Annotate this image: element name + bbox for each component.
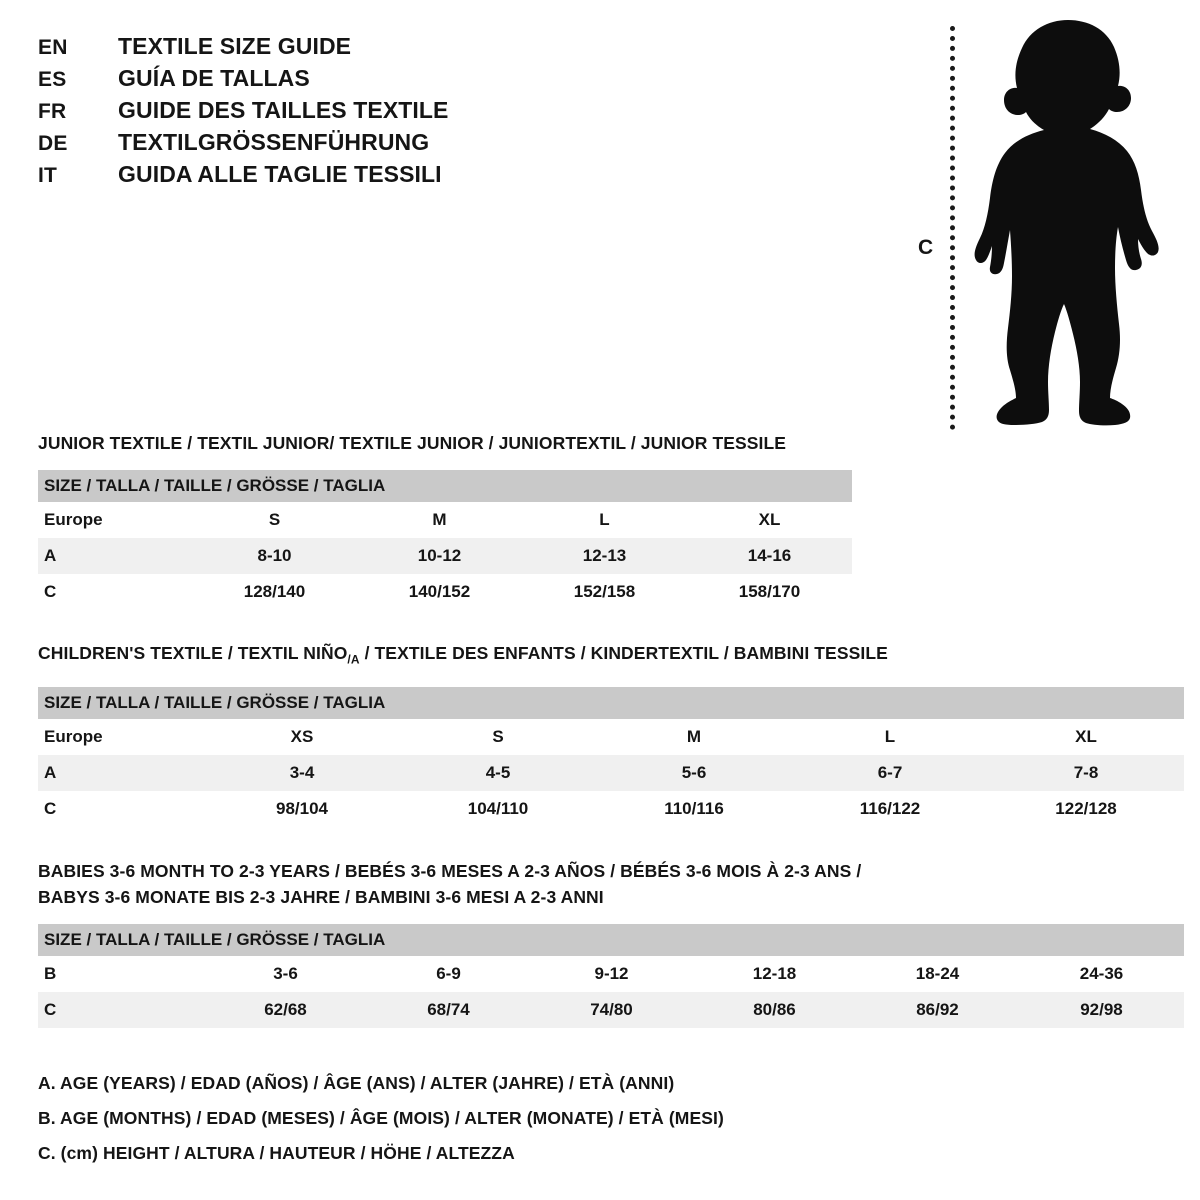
junior-cell-c-4: 158/170 — [687, 574, 852, 610]
language-row-de: DE TEXTILGRÖSSENFÜHRUNG — [38, 126, 558, 158]
children-cell-europe-2: S — [400, 718, 596, 755]
junior-band-label: SIZE / TALLA / TAILLE / GRÖSSE / TAGLIA — [38, 470, 852, 502]
children-cell-c-1: 98/104 — [204, 790, 400, 827]
language-title-it: GUIDA ALLE TAGLIE TESSILI — [118, 161, 442, 187]
section-childrens-textile: CHILDREN'S TEXTILE / TEXTIL NIÑO/A / TEX… — [38, 640, 1185, 827]
babies-cell-b-2: 6-9 — [367, 956, 530, 992]
legend-line-a: A. AGE (YEARS) / EDAD (AÑOS) / ÂGE (ANS)… — [38, 1073, 675, 1093]
language-code-fr: FR — [38, 100, 67, 123]
language-code-en: EN — [38, 36, 68, 59]
section-heading-babies-line1: BABIES 3-6 MONTH TO 2-3 YEARS / BEBÉS 3-… — [38, 861, 862, 881]
section-heading-children-prefix: CHILDREN'S TEXTILE / TEXTIL NIÑO — [38, 643, 348, 663]
babies-row-label-b: B — [38, 956, 204, 992]
section-heading-babies-line2: BABYS 3-6 MONATE BIS 2-3 JAHRE / BAMBINI… — [38, 887, 604, 907]
children-band-label: SIZE / TALLA / TAILLE / GRÖSSE / TAGLIA — [38, 686, 1185, 719]
language-row-en: EN TEXTILE SIZE GUIDE — [38, 30, 558, 62]
babies-cell-c-4: 80/86 — [693, 992, 856, 1028]
language-title-es: GUÍA DE TALLAS — [118, 65, 310, 91]
legend-line-c: C. (cm) HEIGHT / ALTURA / HAUTEUR / HÖHE… — [38, 1143, 515, 1163]
junior-cell-europe-1: S — [192, 502, 357, 538]
section-junior-textile: JUNIOR TEXTILE / TEXTIL JUNIOR/ TEXTILE … — [38, 430, 852, 610]
children-row-label-a: A — [38, 754, 204, 791]
toddler-silhouette-icon — [974, 20, 1159, 426]
children-cell-c-2: 104/110 — [400, 790, 596, 827]
table-row: A 8-10 10-12 12-13 14-16 — [38, 538, 852, 574]
table-row: C 128/140 140/152 152/158 158/170 — [38, 574, 852, 610]
table-row: A 3-4 4-5 5-6 6-7 7-8 — [38, 754, 1185, 791]
babies-cell-b-5: 18-24 — [856, 956, 1019, 992]
children-cell-a-4: 6-7 — [792, 754, 988, 791]
children-cell-europe-3: M — [596, 718, 792, 755]
junior-size-table: SIZE / TALLA / TAILLE / GRÖSSE / TAGLIA … — [38, 470, 852, 610]
babies-cell-b-4: 12-18 — [693, 956, 856, 992]
babies-cell-c-2: 68/74 — [367, 992, 530, 1028]
language-code-it: IT — [38, 164, 58, 187]
junior-cell-c-1: 128/140 — [192, 574, 357, 610]
babies-row-label-c: C — [38, 992, 204, 1028]
language-row-es: ES GUÍA DE TALLAS — [38, 62, 558, 94]
junior-cell-c-2: 140/152 — [357, 574, 522, 610]
children-table-band: SIZE / TALLA / TAILLE / GRÖSSE / TAGLIA — [38, 686, 1185, 719]
babies-cell-b-6: 24-36 — [1019, 956, 1184, 992]
junior-cell-europe-2: M — [357, 502, 522, 538]
language-code-es: ES — [38, 68, 67, 91]
junior-row-label-c: C — [38, 574, 192, 610]
junior-cell-c-3: 152/158 — [522, 574, 687, 610]
babies-table-band: SIZE / TALLA / TAILLE / GRÖSSE / TAGLIA — [38, 924, 1184, 956]
children-cell-europe-1: XS — [204, 718, 400, 755]
junior-row-label-a: A — [38, 538, 192, 574]
table-row: C 62/68 68/74 74/80 80/86 86/92 92/98 — [38, 992, 1184, 1028]
babies-cell-c-1: 62/68 — [204, 992, 367, 1028]
children-row-label-c: C — [38, 790, 204, 827]
junior-cell-europe-3: L — [522, 502, 687, 538]
children-cell-c-5: 122/128 — [988, 790, 1185, 827]
children-cell-a-3: 5-6 — [596, 754, 792, 791]
children-cell-europe-4: L — [792, 718, 988, 755]
junior-cell-a-2: 10-12 — [357, 538, 522, 574]
junior-cell-a-1: 8-10 — [192, 538, 357, 574]
height-dotted-line — [950, 26, 955, 430]
junior-cell-a-4: 14-16 — [687, 538, 852, 574]
children-cell-a-2: 4-5 — [400, 754, 596, 791]
language-row-fr: FR GUIDE DES TAILLES TEXTILE — [38, 94, 558, 126]
table-row: Europe S M L XL — [38, 502, 852, 538]
babies-cell-c-3: 74/80 — [530, 992, 693, 1028]
children-cell-a-1: 3-4 — [204, 754, 400, 791]
children-cell-europe-5: XL — [988, 718, 1185, 755]
section-babies-textile: BABIES 3-6 MONTH TO 2-3 YEARS / BEBÉS 3-… — [38, 858, 1184, 1028]
height-axis-label: C — [918, 236, 934, 259]
table-row: Europe XS S M L XL — [38, 718, 1185, 755]
children-cell-a-5: 7-8 — [988, 754, 1185, 791]
babies-cell-c-6: 92/98 — [1019, 992, 1184, 1028]
height-illustration: C — [900, 14, 1160, 430]
junior-cell-a-3: 12-13 — [522, 538, 687, 574]
legend-block: A. AGE (YEARS) / EDAD (AÑOS) / ÂGE (ANS)… — [38, 1066, 938, 1171]
table-row: B 3-6 6-9 9-12 12-18 18-24 24-36 — [38, 956, 1184, 992]
babies-cell-b-1: 3-6 — [204, 956, 367, 992]
section-heading-children-suffix: / TEXTILE DES ENFANTS / KINDERTEXTIL / B… — [359, 643, 888, 663]
language-row-it: IT GUIDA ALLE TAGLIE TESSILI — [38, 158, 558, 190]
table-row: C 98/104 104/110 110/116 116/122 122/128 — [38, 790, 1185, 827]
children-cell-c-3: 110/116 — [596, 790, 792, 827]
junior-row-label-europe: Europe — [38, 502, 192, 538]
language-title-en: TEXTILE SIZE GUIDE — [118, 33, 352, 59]
babies-size-table: SIZE / TALLA / TAILLE / GRÖSSE / TAGLIA … — [38, 924, 1184, 1028]
babies-band-label: SIZE / TALLA / TAILLE / GRÖSSE / TAGLIA — [38, 924, 1184, 956]
children-row-label-europe: Europe — [38, 718, 204, 755]
language-code-de: DE — [38, 132, 68, 155]
section-heading-junior: JUNIOR TEXTILE / TEXTIL JUNIOR/ TEXTILE … — [38, 433, 787, 453]
legend-line-b: B. AGE (MONTHS) / EDAD (MESES) / ÂGE (MO… — [38, 1108, 724, 1128]
babies-cell-b-3: 9-12 — [530, 956, 693, 992]
language-title-block: EN TEXTILE SIZE GUIDE ES GUÍA DE TALLAS … — [38, 30, 558, 190]
children-size-table: SIZE / TALLA / TAILLE / GRÖSSE / TAGLIA … — [38, 686, 1185, 827]
junior-table-band: SIZE / TALLA / TAILLE / GRÖSSE / TAGLIA — [38, 470, 852, 502]
section-heading-children-subscript: /A — [347, 652, 360, 667]
junior-cell-europe-4: XL — [687, 502, 852, 538]
children-cell-c-4: 116/122 — [792, 790, 988, 827]
babies-cell-c-5: 86/92 — [856, 992, 1019, 1028]
language-title-de: TEXTILGRÖSSENFÜHRUNG — [118, 129, 430, 155]
section-heading-children: CHILDREN'S TEXTILE / TEXTIL NIÑO/A / TEX… — [38, 640, 1184, 673]
language-title-fr: GUIDE DES TAILLES TEXTILE — [118, 97, 449, 123]
